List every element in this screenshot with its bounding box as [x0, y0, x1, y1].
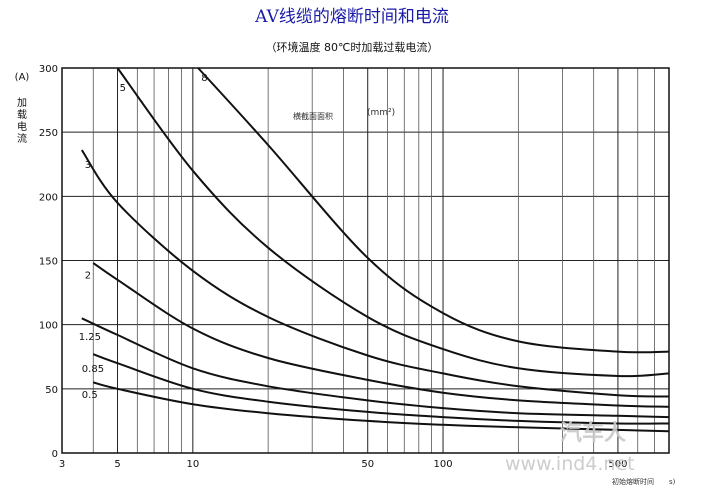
series-label: 2	[85, 270, 91, 281]
y-tick-label: 250	[39, 128, 58, 139]
x-tick-label: 50	[361, 459, 374, 470]
series-line-0.85	[92, 353, 670, 425]
watermark: 汽车人 www.ind4.net	[505, 420, 635, 475]
x-tick-label: 3	[59, 459, 65, 470]
series-label: 8	[201, 73, 207, 84]
cross-section-note: 横截面面积	[293, 111, 333, 121]
x-axis-unit: s)	[669, 478, 676, 486]
series-label: 0.85	[82, 364, 104, 375]
y-axis-label-char: 加	[17, 97, 27, 109]
y-axis-label-char: 电	[17, 120, 27, 133]
series-lines	[80, 67, 670, 433]
x-tick-label: 500	[608, 459, 627, 470]
x-tick-label: 100	[433, 459, 452, 470]
series-line-5	[116, 67, 670, 378]
x-axis-label: 初始熔断时间	[612, 477, 654, 486]
y-tick-label: 200	[39, 192, 58, 203]
watermark-brand: 汽车人	[560, 420, 626, 446]
chart-subtitle: （环境温度 80℃时加载过载电流）	[266, 40, 439, 54]
series-line-3	[80, 149, 670, 398]
y-axis-unit: (A)	[15, 72, 30, 83]
series-line-8	[197, 67, 670, 354]
watermark-url: www.ind4.net	[505, 453, 635, 475]
x-axis-ticks: 3 5 10 50 100 500	[59, 459, 628, 470]
y-tick-label: 300	[39, 64, 58, 75]
series-label: 3	[85, 160, 91, 171]
series-line-1.25	[81, 317, 670, 419]
series-labels: 0.5 0.85 1.25 2 3 5 8	[79, 73, 208, 401]
x-tick-label: 10	[186, 459, 199, 470]
series-line-2	[92, 262, 670, 408]
chart-title: AV线缆的熔断时间和电流	[254, 7, 449, 27]
plot-frame	[61, 67, 670, 454]
y-axis-ticks: 0 50 100 150 200 250 300	[39, 64, 58, 460]
grid	[61, 67, 669, 454]
series-label: 5	[120, 83, 126, 94]
y-tick-label: 100	[39, 321, 58, 332]
x-tick-label: 5	[114, 459, 120, 470]
cross-section-unit: (mm²)	[367, 108, 395, 118]
y-tick-label: 0	[52, 449, 58, 460]
y-axis-label-char: 流	[17, 132, 27, 145]
y-tick-label: 150	[39, 257, 58, 268]
y-tick-label: 50	[45, 385, 58, 396]
series-line-0.5	[93, 381, 670, 433]
series-label: 1.25	[79, 332, 101, 343]
series-label: 0.5	[82, 390, 98, 401]
y-axis-label-char: 载	[17, 109, 27, 121]
